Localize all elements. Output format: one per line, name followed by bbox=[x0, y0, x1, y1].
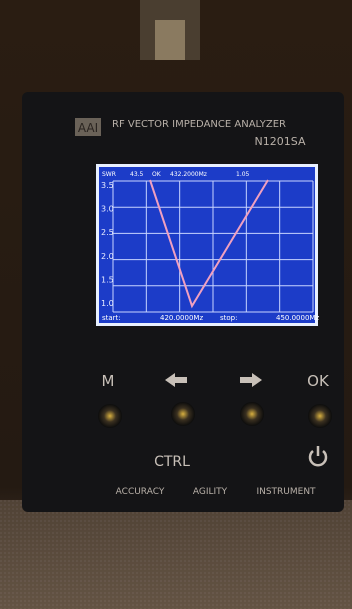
y-tick-label: 3.0 bbox=[101, 205, 114, 214]
header-text: 1.05 bbox=[236, 171, 250, 178]
y-tick-label: 2.0 bbox=[101, 252, 114, 261]
logo: AAI bbox=[78, 121, 98, 135]
bottom-label: AGILITY bbox=[193, 487, 228, 497]
knob[interactable] bbox=[308, 404, 332, 428]
footer-text: start: bbox=[102, 314, 121, 322]
button-label: OK bbox=[307, 372, 330, 390]
header-text: 432.2000Mz bbox=[170, 171, 207, 178]
connector-nut bbox=[155, 20, 185, 60]
y-tick-label: 1.5 bbox=[101, 275, 114, 284]
knob[interactable] bbox=[171, 402, 195, 426]
header-text: SWR bbox=[102, 171, 116, 178]
header-text: OK bbox=[152, 171, 162, 178]
knob[interactable] bbox=[240, 402, 264, 426]
footer-text: 420.0000Mz bbox=[160, 314, 203, 322]
device-title: RF VECTOR IMPEDANCE ANALYZER bbox=[112, 119, 286, 130]
y-tick-label: 2.5 bbox=[101, 228, 114, 237]
screen bbox=[99, 167, 315, 323]
header-text: 43.5 bbox=[130, 171, 144, 178]
knob[interactable] bbox=[98, 404, 122, 428]
y-tick-label: 3.5 bbox=[101, 181, 114, 190]
bottom-label: INSTRUMENT bbox=[256, 487, 316, 497]
footer-text: stop: bbox=[220, 314, 237, 322]
bottom-labels: ACCURACY AGILITY INSTRUMENT bbox=[116, 487, 316, 497]
footer-text: 450.0000Mz bbox=[276, 314, 319, 322]
bottom-label: ACCURACY bbox=[116, 487, 165, 497]
model: N1201SA bbox=[255, 135, 306, 148]
ctrl-label: CTRL bbox=[154, 454, 190, 470]
button-label: M bbox=[102, 372, 115, 390]
photo: AAI RF VECTOR IMPEDANCE ANALYZER N1201SA… bbox=[0, 0, 352, 609]
y-tick-label: 1.0 bbox=[101, 299, 114, 308]
fabric bbox=[0, 500, 352, 609]
